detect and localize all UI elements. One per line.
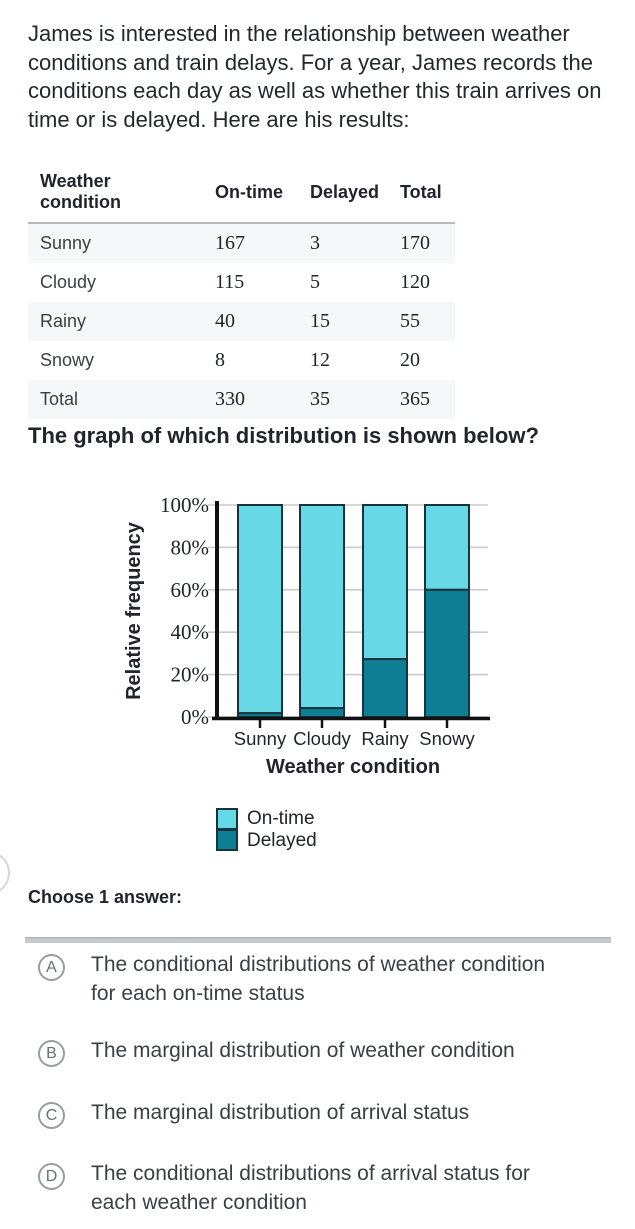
answer-text-C: The marginal distribution of arrival sta… xyxy=(91,1101,470,1124)
answer-text-B: The marginal distribution of weather con… xyxy=(91,1039,515,1062)
results-table: Weather condition On-time Delayed Total Sun… xyxy=(28,167,455,419)
partial-hint-circle[interactable] xyxy=(0,851,10,895)
answer-option-C[interactable]: C The marginal distribution of arrival st… xyxy=(38,1098,598,1129)
table-row: Total 330 35 365 xyxy=(28,380,455,419)
row-label: Rainy xyxy=(40,311,87,331)
bar-delayed-snowy xyxy=(424,588,470,718)
y-axis-label: Relative frequency xyxy=(123,521,145,700)
y-tick-label: 40% xyxy=(171,620,210,644)
cell-value: 55 xyxy=(400,310,420,332)
cell-value: 120 xyxy=(400,271,430,293)
cell-value: 35 xyxy=(310,388,330,410)
legend-swatch-on-time xyxy=(216,808,238,830)
table-row: Rainy 40 15 55 xyxy=(28,302,455,341)
answer-radio-D[interactable]: D xyxy=(38,1163,65,1190)
legend-swatch-delayed xyxy=(216,829,238,851)
legend-item-on-time: On-time xyxy=(216,808,317,830)
answer-radio-A[interactable]: A xyxy=(38,954,65,981)
x-tick-label: Snowy xyxy=(419,728,475,749)
legend-label: Delayed xyxy=(247,830,317,851)
y-tick-label: 100% xyxy=(160,493,209,517)
answer-option-B[interactable]: B The marginal distribution of weather co… xyxy=(38,1036,598,1067)
choose-prompt: Choose 1 answer: xyxy=(28,887,183,907)
column-header-0: Weather condition xyxy=(28,167,203,224)
bar-ontime-sunny xyxy=(237,504,283,715)
x-axis-label: Weather condition xyxy=(266,756,440,778)
answer-text-D: The conditional distributions of arrival… xyxy=(91,1162,530,1214)
row-label: Sunny xyxy=(40,233,92,253)
legend-label: On-time xyxy=(247,808,315,829)
table-header-row: Weather condition On-time Delayed Total xyxy=(28,167,455,224)
bar-ontime-snowy xyxy=(424,504,470,591)
row-label: Cloudy xyxy=(40,272,97,292)
answer-option-D[interactable]: D The conditional distributions of arriva… xyxy=(38,1159,598,1217)
stacked-bar-chart: 0% 20% 40% 60% 80% 100% Sunny Cloudy Rainy Snowy R… xyxy=(100,485,520,785)
answers-divider xyxy=(25,937,611,943)
column-header-3: Total xyxy=(388,167,455,224)
bar-ontime-cloudy xyxy=(299,504,345,710)
answer-radio-C[interactable]: C xyxy=(38,1102,65,1129)
y-tick-label: 0% xyxy=(181,705,209,729)
answer-text-A: The conditional distributions of weather… xyxy=(91,953,546,1005)
y-tick-label: 80% xyxy=(171,535,210,559)
bar-delayed-cloudy xyxy=(299,707,345,718)
x-tick-label: Rainy xyxy=(361,728,409,749)
legend-item-delayed: Delayed xyxy=(216,829,317,852)
cell-value: 15 xyxy=(310,310,330,332)
bar-delayed-sunny xyxy=(237,712,283,719)
column-header-1: On-time xyxy=(203,167,298,224)
cell-value: 170 xyxy=(400,232,430,254)
cell-value: 8 xyxy=(215,349,225,371)
x-tick-label: Sunny xyxy=(234,728,287,749)
cell-value: 115 xyxy=(215,271,245,293)
question-heading: The graph of which distribution is shown… xyxy=(28,423,539,448)
y-tick-label: 20% xyxy=(171,663,210,687)
cell-value: 3 xyxy=(310,232,320,254)
column-header-2: Delayed xyxy=(298,167,388,224)
cell-value: 5 xyxy=(310,271,320,293)
y-tick-label: 60% xyxy=(171,578,210,602)
cell-value: 12 xyxy=(310,349,330,371)
cell-value: 365 xyxy=(400,388,430,410)
row-label: Snowy xyxy=(40,350,95,370)
table-row: Sunny 167 3 170 xyxy=(28,223,455,263)
answer-radio-B[interactable]: B xyxy=(38,1040,65,1067)
answer-option-A[interactable]: A The conditional distributions of weathe… xyxy=(38,950,598,1008)
bar-delayed-rainy xyxy=(362,658,408,718)
cell-value: 40 xyxy=(215,310,235,332)
table-row: Cloudy 115 5 120 xyxy=(28,263,455,302)
cell-value: 20 xyxy=(400,349,420,371)
bar-ontime-rainy xyxy=(362,504,408,661)
cell-value: 167 xyxy=(215,232,245,254)
cell-value: 330 xyxy=(215,388,245,410)
row-label: Total xyxy=(40,389,79,409)
x-tick-label: Cloudy xyxy=(293,728,351,749)
problem-statement: James is interested in the relationship … xyxy=(28,21,602,132)
table-row: Snowy 8 12 20 xyxy=(28,341,455,380)
chart-legend: On-time Delayed xyxy=(216,808,317,852)
chart-canvas: 0% 20% 40% 60% 80% 100% Sunny Cloudy Rainy Snowy R… xyxy=(123,493,490,778)
